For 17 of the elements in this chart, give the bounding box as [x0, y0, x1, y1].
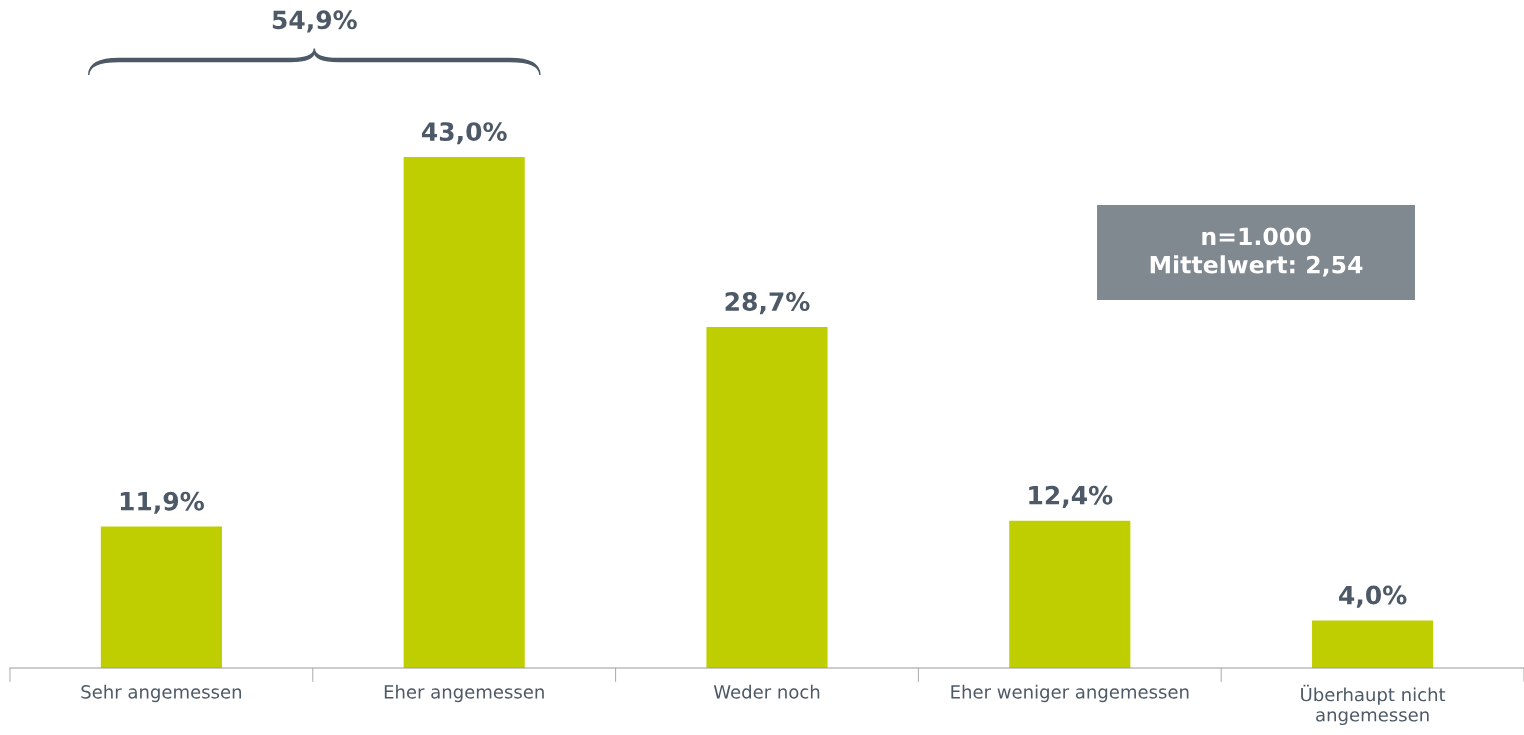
x-tick-label: Sehr angemessen	[81, 684, 242, 703]
text: 54,9%	[272, 10, 357, 33]
x-tick-label: Eher angemessen	[384, 684, 544, 703]
data-label: 4,0%	[1339, 585, 1407, 608]
bar	[403, 157, 525, 668]
data-label: 12,4%	[1029, 485, 1113, 508]
annotation: n=1.000 Mittelwert: 2,54	[1150, 227, 1363, 277]
bar	[1312, 620, 1434, 668]
data-label: 11,9%	[120, 491, 204, 514]
data-label: 28,7%	[725, 292, 810, 315]
bar	[706, 326, 828, 668]
x-tick-label: Weder noch	[713, 684, 820, 699]
x-tick-label: Eher weniger angemessen	[951, 684, 1189, 703]
x-tick-label: Überhaupt nicht angemessen	[1301, 684, 1446, 726]
bar	[100, 526, 222, 668]
data-label: 43,0%	[421, 122, 507, 145]
bar	[1009, 520, 1131, 668]
